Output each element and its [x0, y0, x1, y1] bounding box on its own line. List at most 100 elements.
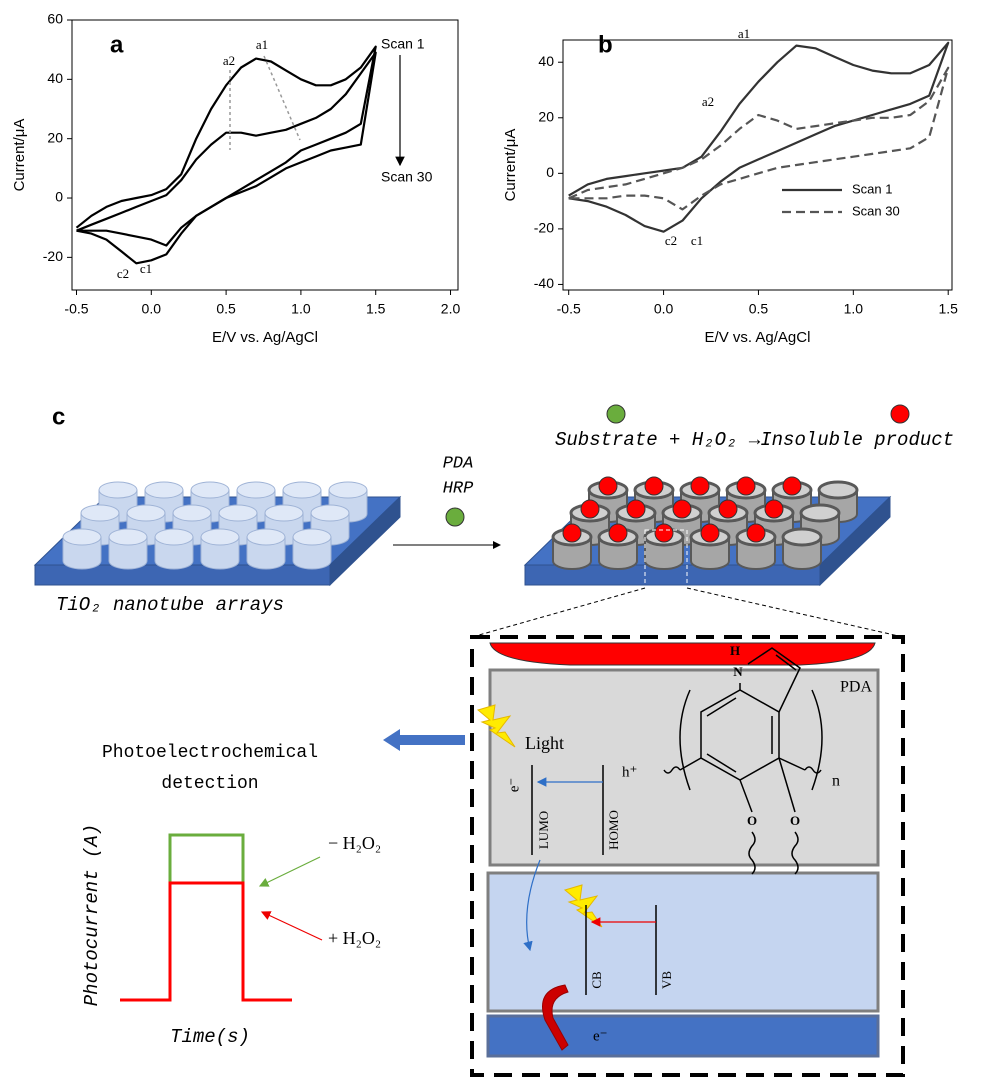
y-tick-label: 0	[55, 189, 63, 205]
y-axis-label: Current/μA	[502, 129, 519, 202]
x-tick-label: 0.5	[749, 301, 769, 317]
product-dot	[737, 477, 755, 495]
nanotube-top	[311, 505, 349, 521]
annotation: a1	[738, 26, 750, 41]
y-tick-label: 20	[47, 129, 63, 145]
detection-label: Photoelectrochemical	[102, 743, 318, 763]
x-tick-label: -0.5	[64, 301, 88, 317]
hole-label: h⁺	[622, 764, 637, 780]
y-tick-label: 40	[538, 53, 554, 69]
y-tick-label: 20	[538, 108, 554, 124]
y-tick-label: -40	[534, 275, 554, 291]
product-dot	[719, 500, 737, 518]
plot-frame	[563, 40, 952, 290]
x-axis-label: Time(s)	[170, 1026, 250, 1048]
atom-label: N	[733, 664, 743, 679]
pda-label: PDA	[840, 679, 872, 696]
nanotube-top	[819, 482, 857, 498]
annotation: Scan 30	[381, 169, 433, 185]
hrp-dot	[446, 508, 464, 526]
nanotube-top	[219, 505, 257, 521]
atom-label: O	[747, 813, 757, 828]
light-label: Light	[525, 733, 564, 753]
annotation: c2	[665, 233, 677, 248]
cv-curve	[77, 47, 376, 264]
x-tick-label: 1.0	[844, 301, 864, 317]
nanotube-top	[173, 505, 211, 521]
panel-label: c	[52, 403, 65, 430]
product-dot	[627, 500, 645, 518]
y-tick-label: -20	[534, 220, 554, 236]
tio2-layer	[488, 873, 878, 1011]
annotation: c1	[140, 261, 152, 276]
annotation: a2	[223, 53, 235, 68]
nanotube-top	[99, 482, 137, 498]
nanotube-top	[247, 529, 285, 545]
x-tick-label: -0.5	[557, 301, 581, 317]
y-tick-label: 60	[47, 11, 63, 27]
product-dot	[599, 477, 617, 495]
atom-label: H	[730, 643, 740, 658]
nanotube-top	[81, 505, 119, 521]
x-tick-label: 0.0	[142, 301, 162, 317]
product-dot	[581, 500, 599, 518]
product-dot	[563, 524, 581, 542]
annotation: Scan 1	[381, 36, 425, 52]
y-tick-label: -20	[43, 248, 63, 264]
annotation: b	[598, 31, 613, 58]
x-tick-label: 1.5	[938, 301, 958, 317]
annotation: a	[110, 31, 124, 58]
x-axis-label: E/V vs. Ag/AgCl	[212, 329, 318, 346]
nanotube-top	[145, 482, 183, 498]
product-dot	[765, 500, 783, 518]
array-label: TiO₂ nanotube arrays	[56, 594, 284, 616]
level-label: CB	[589, 971, 604, 989]
page: {"chart_data": [ {"type": "line", "x_lab…	[0, 0, 990, 1081]
reagent: HRP	[443, 479, 474, 498]
zoom-line	[472, 588, 645, 637]
product-dot	[655, 524, 673, 542]
x-tick-label: 1.5	[366, 301, 386, 317]
product-dot	[673, 500, 691, 518]
nanotube-top	[265, 505, 303, 521]
x-axis-label: E/V vs. Ag/AgCl	[705, 329, 811, 346]
substrate-dot	[607, 405, 625, 423]
product-dot	[609, 524, 627, 542]
electron-out: e⁻	[593, 1028, 608, 1044]
product-dot	[701, 524, 719, 542]
condition-label: + H₂O₂	[328, 928, 381, 948]
annotation: a1	[256, 37, 268, 52]
product-dot	[691, 477, 709, 495]
product-layer	[490, 643, 875, 665]
x-tick-label: 1.0	[291, 301, 311, 317]
atom-label: O	[790, 813, 800, 828]
annotation: a2	[702, 94, 714, 109]
nanotube-top	[191, 482, 229, 498]
product-dot	[891, 405, 909, 423]
nanotube-top	[329, 482, 367, 498]
nanotube-top	[127, 505, 165, 521]
x-tick-label: 0.0	[654, 301, 674, 317]
cv-charts: -0.5 0.0 0.5 1.0 1.5 2.0 -20 0 20 40 60 E/V vs. Ag/…	[11, 11, 958, 346]
nanotube-top	[237, 482, 275, 498]
detection-label: detection	[161, 774, 258, 794]
level-label: VB	[659, 971, 674, 989]
legend-label: Scan 30	[852, 203, 900, 218]
annotation: c2	[117, 266, 129, 281]
annotation: c1	[691, 233, 703, 248]
nanotube-top	[63, 529, 101, 545]
nanotube-top	[283, 482, 321, 498]
reagent: PDA	[443, 454, 474, 473]
pointer-arrow	[260, 857, 320, 886]
x-tick-label: 2.0	[441, 301, 461, 317]
repeat-label: n	[832, 773, 840, 790]
nanotube-top	[801, 505, 839, 521]
product-dot	[645, 477, 663, 495]
product-dot	[783, 477, 801, 495]
reaction: Substrate + H₂O₂ →Insoluble product	[555, 429, 954, 451]
signal-arrow	[383, 729, 465, 751]
level-label: LUMO	[536, 811, 551, 849]
legend-label: Scan 1	[852, 181, 892, 196]
y-axis-label: Current/μA	[11, 119, 28, 192]
nanotube-top	[155, 529, 193, 545]
